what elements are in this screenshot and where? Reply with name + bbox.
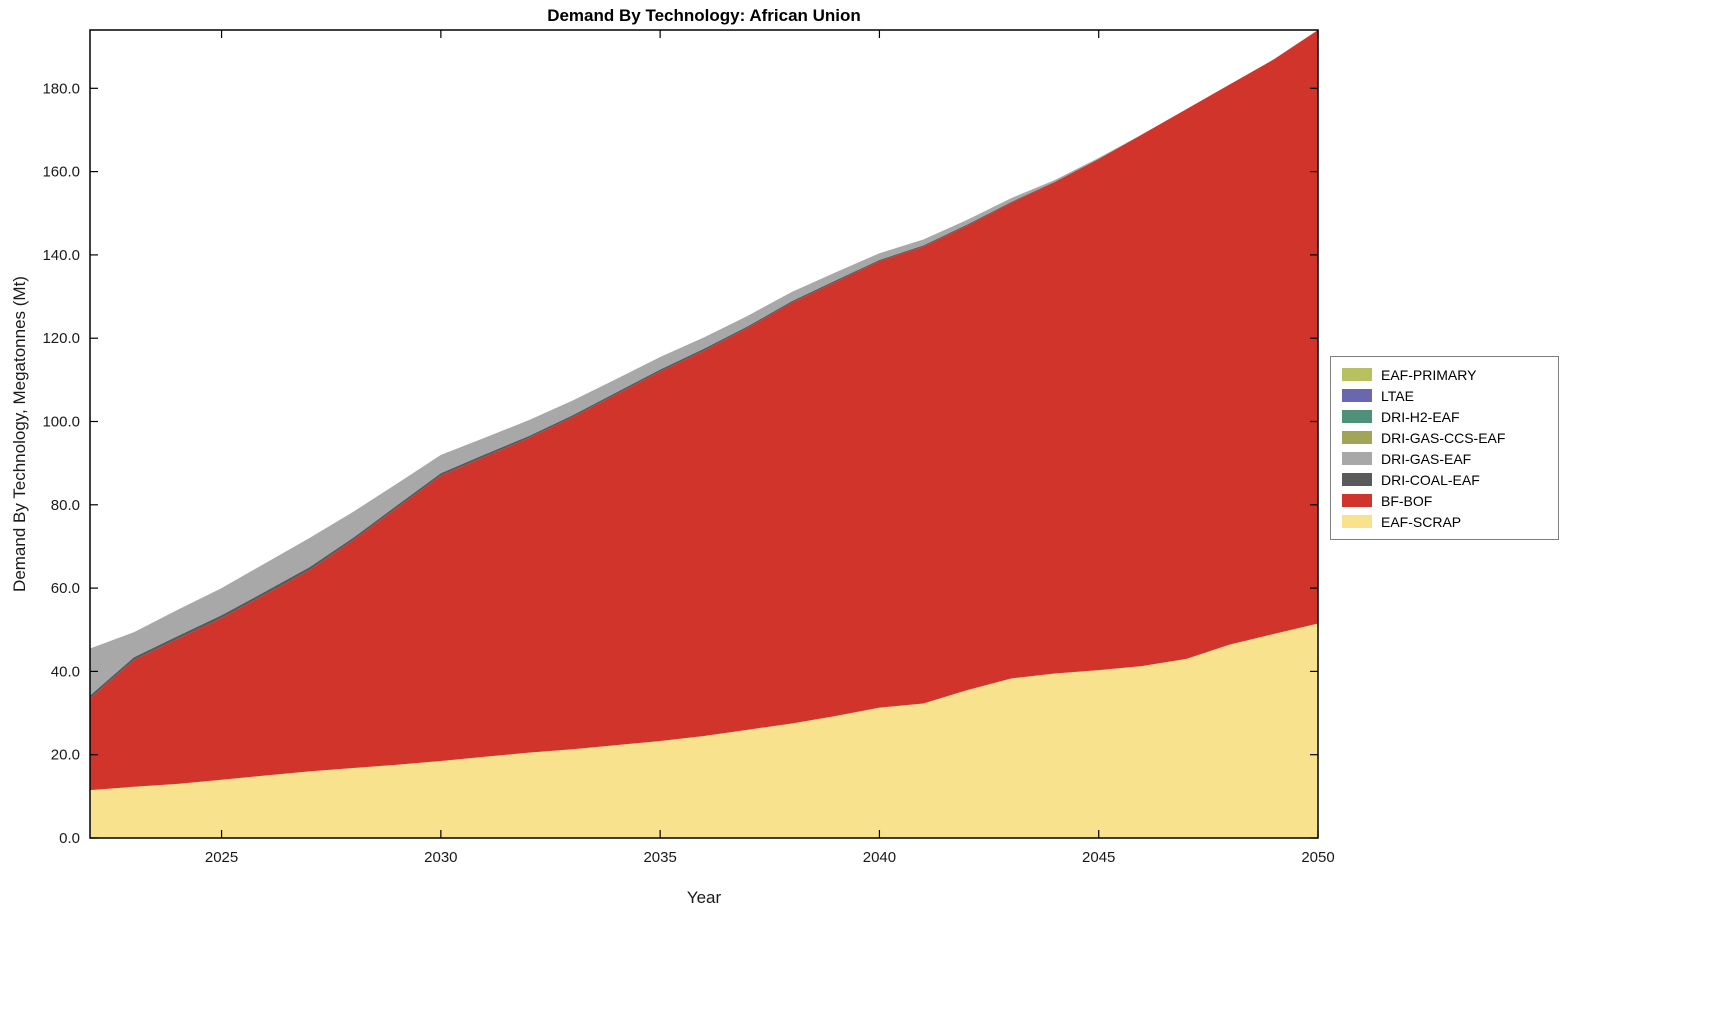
axes-box <box>89 29 1319 839</box>
y-tick-label: 0.0 <box>59 830 80 847</box>
tick-marks <box>90 30 1319 839</box>
y-tick-label: 100.0 <box>42 414 80 431</box>
legend-label: EAF-PRIMARY <box>1381 366 1477 383</box>
legend-label: BF-BOF <box>1381 492 1433 509</box>
legend-swatch-DRI-GAS-EAF <box>1342 452 1372 465</box>
legend-swatch-LTAE <box>1342 389 1372 402</box>
area-series-BF-BOF <box>90 30 1318 791</box>
legend-label: EAF-SCRAP <box>1381 513 1462 530</box>
y-tick-label: 160.0 <box>42 164 80 181</box>
area-series-EAF-SCRAP <box>90 623 1318 838</box>
legend-item-BF-BOF: BF-BOF <box>1331 490 1558 511</box>
legend-label: DRI-GAS-CCS-EAF <box>1381 429 1506 446</box>
y-tick-label: 60.0 <box>51 580 80 597</box>
legend-item-EAF-PRIMARY: EAF-PRIMARY <box>1331 364 1558 385</box>
legend-label: DRI-GAS-EAF <box>1381 450 1472 467</box>
x-tick-label: 2045 <box>1082 849 1115 866</box>
y-tick-label: 20.0 <box>51 747 80 764</box>
legend-item-LTAE: LTAE <box>1331 385 1558 406</box>
x-tick-label: 2025 <box>205 849 238 866</box>
legend-item-DRI-GAS-EAF: DRI-GAS-EAF <box>1331 448 1558 469</box>
legend-item-DRI-COAL-EAF: DRI-COAL-EAF <box>1331 469 1558 490</box>
y-tick-label: 140.0 <box>42 247 80 264</box>
y-tick-label: 80.0 <box>51 497 80 514</box>
legend-label: LTAE <box>1381 387 1414 404</box>
legend-swatch-DRI-H2-EAF <box>1342 410 1372 423</box>
x-tick-label: 2035 <box>643 849 676 866</box>
legend: EAF-PRIMARY LTAE DRI-H2-EAF DRI-GAS-CCS-EAF… <box>1330 356 1559 540</box>
x-axis-label: Year <box>686 888 722 907</box>
legend-swatch-DRI-GAS-CCS-EAF <box>1342 431 1372 444</box>
chart-title: Demand By Technology: African Union <box>547 6 861 25</box>
legend-swatch-EAF-SCRAP <box>1342 515 1372 528</box>
legend-item-DRI-H2-EAF: DRI-H2-EAF <box>1331 406 1558 427</box>
legend-swatch-DRI-COAL-EAF <box>1342 473 1372 486</box>
y-tick-label: 180.0 <box>42 80 80 97</box>
legend-item-DRI-GAS-CCS-EAF: DRI-GAS-CCS-EAF <box>1331 427 1558 448</box>
legend-swatch-BF-BOF <box>1342 494 1372 507</box>
x-tick-label: 2030 <box>424 849 457 866</box>
x-tick-label: 2040 <box>863 849 896 866</box>
legend-label: DRI-H2-EAF <box>1381 408 1460 425</box>
x-tick-label: 2050 <box>1301 849 1334 866</box>
y-tick-label: 120.0 <box>42 330 80 347</box>
stacked-areas <box>90 30 1318 838</box>
legend-swatch-EAF-PRIMARY <box>1342 368 1372 381</box>
legend-label: DRI-COAL-EAF <box>1381 471 1480 488</box>
y-tick-label: 40.0 <box>51 663 80 680</box>
tick-labels: 2025 2030 2035 2040 2045 2050 0.0 20.0 40.0 60.0 8… <box>42 80 1334 866</box>
legend-item-EAF-SCRAP: EAF-SCRAP <box>1331 511 1558 532</box>
